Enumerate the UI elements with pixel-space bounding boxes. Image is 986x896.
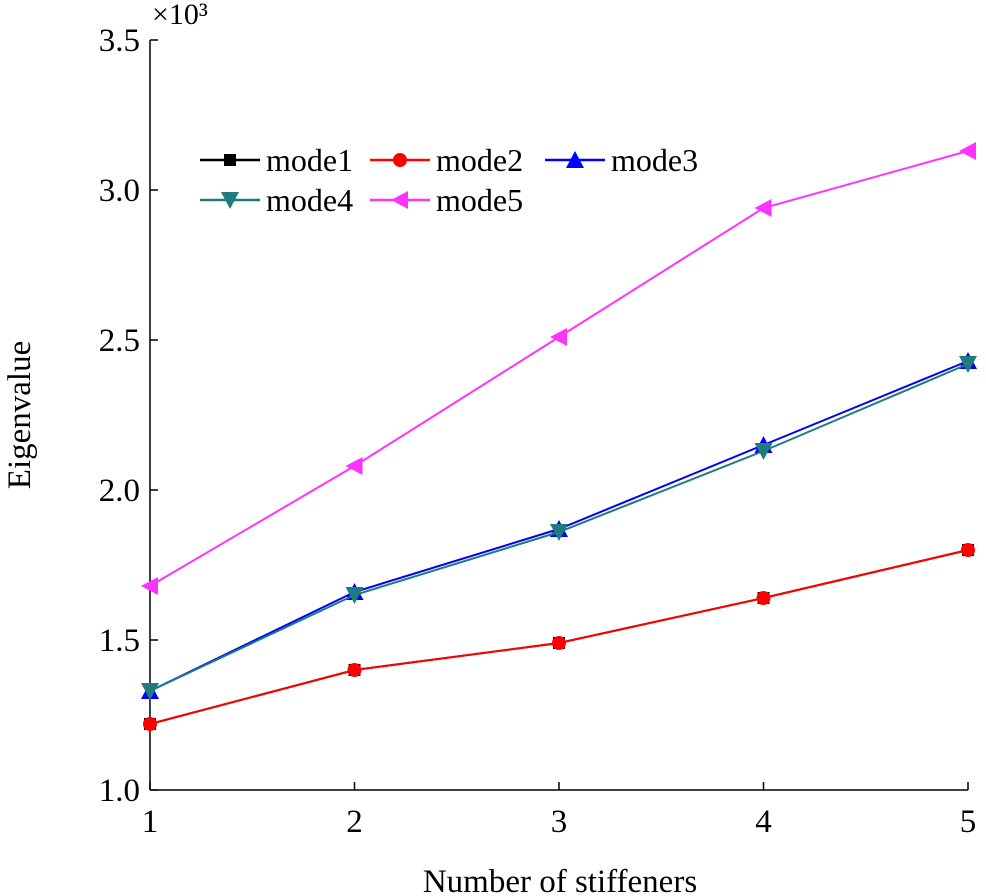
point-mode2	[756, 591, 771, 605]
series-mode2	[143, 543, 975, 731]
x-tick-label: 2	[346, 804, 363, 840]
x-tick-label: 4	[755, 804, 772, 840]
series-layer	[141, 142, 977, 731]
point-mode2	[961, 543, 975, 557]
point-mode4	[345, 587, 364, 604]
y-tick-label: 2.5	[99, 323, 140, 359]
y-tick-label: 1.5	[99, 623, 140, 659]
point-mode2	[552, 636, 566, 650]
legend-marker	[391, 191, 408, 209]
x-tick-label: 3	[551, 804, 568, 840]
point-mode4	[959, 356, 977, 373]
legend-marker	[221, 192, 239, 209]
legend-label: mode3	[611, 142, 698, 178]
series-mode5	[141, 142, 976, 595]
point-mode5	[141, 577, 158, 595]
x-tick-label: 1	[142, 804, 159, 840]
y-tick-label: 3.5	[99, 23, 140, 59]
legend-label: mode1	[266, 142, 353, 178]
legend-marker	[566, 151, 584, 168]
legend-marker	[393, 153, 407, 167]
legend: mode1 mode2 mode3 mode4 mode5	[200, 142, 698, 218]
point-mode4	[141, 683, 159, 700]
legend-marker	[224, 154, 236, 166]
series-mode4	[141, 356, 977, 700]
y-tick-label: 2.0	[99, 473, 140, 509]
legend-item-mode4: mode4	[200, 182, 353, 218]
y-axis-title: Eigenvalue	[2, 341, 38, 489]
legend-label: mode5	[436, 182, 523, 218]
point-mode4	[754, 443, 773, 460]
legend-item-mode2: mode2	[370, 142, 523, 178]
point-mode5	[959, 142, 976, 160]
y-tick-label: 3.0	[99, 173, 140, 209]
y-multiplier-label: ×10³	[152, 0, 208, 31]
legend-item-mode5: mode5	[370, 182, 523, 218]
x-axis-title: Number of stiffeners	[423, 864, 697, 896]
x-tick-label: 5	[960, 804, 977, 840]
y-tick-label: 1.0	[99, 773, 140, 809]
axes: 1.0 1.5 2.0 2.5 3.0 3.5 1 2 3 4 5	[99, 23, 977, 840]
point-mode4	[550, 524, 568, 541]
point-mode5	[754, 199, 772, 217]
legend-item-mode1: mode1	[200, 142, 353, 178]
point-mode5	[345, 457, 363, 475]
point-mode2	[143, 717, 157, 731]
legend-item-mode3: mode3	[545, 142, 698, 178]
point-mode2	[347, 663, 362, 677]
legend-label: mode2	[436, 142, 523, 178]
legend-label: mode4	[266, 182, 353, 218]
point-mode5	[550, 328, 567, 346]
